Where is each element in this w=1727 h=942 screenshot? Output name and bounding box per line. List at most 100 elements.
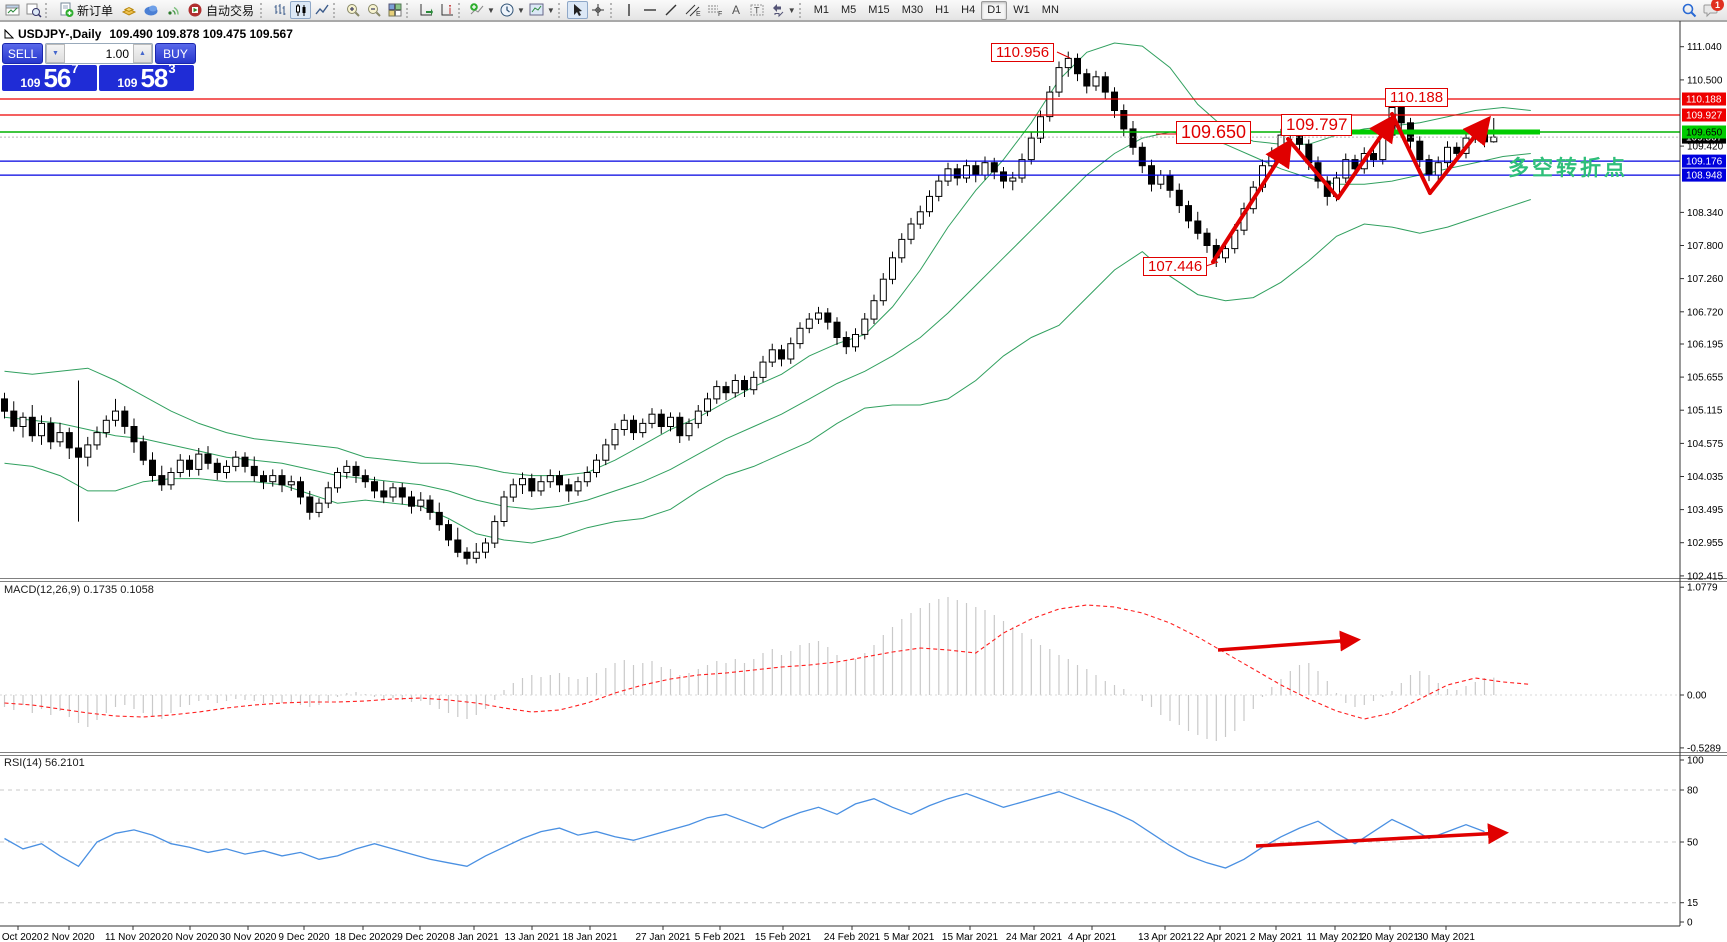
- notification-badge: 1: [1711, 0, 1724, 11]
- timeframe-w1[interactable]: W1: [1013, 4, 1030, 16]
- buy-button[interactable]: BUY: [155, 43, 196, 64]
- text-label-tool[interactable]: T: [747, 1, 768, 19]
- metaeditor-button[interactable]: [118, 1, 140, 19]
- rsi-label: RSI(14) 56.2101: [4, 757, 85, 769]
- buy-price-button[interactable]: 109 58 3: [99, 61, 194, 91]
- tile-windows-button[interactable]: [384, 1, 405, 19]
- volume-input[interactable]: [65, 44, 133, 63]
- toolbar-grip: [45, 2, 51, 18]
- svg-text:106.195: 106.195: [1687, 340, 1724, 351]
- timeframe-mn[interactable]: MN: [1041, 4, 1059, 16]
- timeframe-h1[interactable]: H1: [935, 4, 950, 16]
- svg-text:0.00: 0.00: [1687, 691, 1707, 702]
- bar-chart-button[interactable]: [269, 1, 290, 19]
- svg-text:F: F: [718, 11, 722, 18]
- toolbar-grip: [406, 2, 412, 18]
- candlestick-chart-button[interactable]: [290, 1, 312, 19]
- cursor-icon: [574, 4, 583, 16]
- timeframe-m15[interactable]: M15: [868, 4, 890, 16]
- zoom-in-button[interactable]: [342, 1, 363, 19]
- toolbar-grip: [557, 2, 564, 18]
- panel-separators[interactable]: [0, 21, 1727, 927]
- chart-title-row: USDJPY-,Daily 109.490 109.878 109.475 10…: [4, 27, 293, 41]
- annotation-109-650[interactable]: 109.650: [1176, 121, 1252, 144]
- indicators-button[interactable]: ▼: [467, 1, 497, 19]
- clock-icon: [500, 3, 514, 17]
- timeframe-m1[interactable]: M1: [813, 4, 829, 16]
- annotation-110-188[interactable]: 110.188: [1385, 88, 1449, 108]
- horizontal-line-tool[interactable]: [640, 1, 661, 19]
- zoom-out-button[interactable]: [363, 1, 384, 19]
- chart-shift-icon: [441, 4, 453, 16]
- svg-text:A: A: [732, 3, 740, 17]
- svg-text:9 Dec 2020: 9 Dec 2020: [278, 932, 330, 942]
- volume-box: ▼ ▲: [45, 43, 153, 64]
- trendline-tool[interactable]: [661, 1, 682, 19]
- volume-down-stepper[interactable]: ▼: [46, 44, 65, 63]
- crosshair-tool-button[interactable]: [588, 1, 609, 19]
- svg-text:22 Apr 2021: 22 Apr 2021: [1193, 932, 1247, 942]
- svg-text:105.655: 105.655: [1687, 373, 1724, 384]
- chart-corner-icon: [4, 29, 14, 39]
- text-tool[interactable]: A: [726, 1, 747, 19]
- svg-text:80: 80: [1687, 786, 1699, 797]
- macd-trend-arrow[interactable]: [1217, 630, 1361, 652]
- price-axis[interactable]: 111.040 110.500 109.420 108.340 107.800 107.2…: [1680, 42, 1726, 929]
- chart-window[interactable]: 111.040 110.500 109.420 108.340 107.800 107.2…: [0, 21, 1727, 942]
- autotrading-icon: [188, 3, 202, 17]
- templates-button[interactable]: ▼: [527, 1, 557, 19]
- sell-price-button[interactable]: 109 56 7: [2, 61, 97, 91]
- auto-scroll-icon: [420, 4, 433, 16]
- annotation-110-956[interactable]: 110.956: [991, 43, 1055, 63]
- candles-layer[interactable]: [1, 51, 1498, 565]
- toolbar-grip: [260, 2, 266, 18]
- line-chart-button[interactable]: [311, 1, 332, 19]
- text-icon: A: [732, 3, 740, 17]
- equidistant-channel-tool[interactable]: E: [682, 1, 704, 19]
- toolbar-grip: [458, 2, 464, 18]
- svg-text:109.650: 109.650: [1686, 128, 1723, 139]
- dropdown-caret: ▼: [787, 5, 796, 15]
- svg-text:5 Mar 2021: 5 Mar 2021: [884, 932, 935, 942]
- timeframe-d1[interactable]: D1: [981, 0, 1008, 20]
- svg-text:20 May 2021: 20 May 2021: [1361, 932, 1419, 942]
- vertical-line-tool[interactable]: [619, 1, 640, 19]
- fibonacci-tool[interactable]: F: [704, 1, 726, 19]
- chart-canvas[interactable]: 111.040 110.500 109.420 108.340 107.800 107.2…: [0, 21, 1727, 942]
- annotation-107-446[interactable]: 107.446: [1143, 257, 1208, 277]
- toolbar-grip: [609, 2, 616, 18]
- svg-text:105.115: 105.115: [1687, 406, 1723, 417]
- svg-text:20 Nov 2020: 20 Nov 2020: [162, 932, 219, 942]
- mql5-community-button[interactable]: [140, 1, 161, 19]
- timeframe-m5[interactable]: M5: [841, 4, 857, 16]
- sell-price-prefix: 109: [20, 76, 41, 90]
- svg-text:104.035: 104.035: [1687, 472, 1724, 483]
- volume-up-stepper[interactable]: ▲: [133, 44, 152, 63]
- svg-text:13 Apr 2021: 13 Apr 2021: [1138, 932, 1192, 942]
- notifications-button[interactable]: 1: [1700, 0, 1724, 19]
- trend-zigzag-annotation[interactable]: [1211, 112, 1491, 264]
- signal-waves-icon: [167, 6, 179, 15]
- timeframe-m30[interactable]: M30: [901, 4, 924, 16]
- arrows-tool[interactable]: ▼: [768, 1, 798, 19]
- buy-price-pip: 3: [168, 61, 176, 76]
- svg-text:2 May 2021: 2 May 2021: [1250, 932, 1303, 942]
- autotrading-button[interactable]: 自动交易: [182, 1, 259, 19]
- search-button[interactable]: [1679, 1, 1700, 19]
- new-order-button[interactable]: 新订单: [54, 1, 118, 19]
- profiles-icon: [26, 3, 42, 18]
- timeframe-h4[interactable]: H4: [961, 4, 976, 16]
- new-chart-button[interactable]: [2, 1, 23, 19]
- chart-shift-button[interactable]: [436, 1, 457, 19]
- turning-point-note[interactable]: 多空转折点: [1508, 157, 1628, 180]
- profiles-button[interactable]: [23, 1, 44, 19]
- signals-button[interactable]: [161, 1, 182, 19]
- arrows-shapes-icon: [772, 4, 784, 18]
- cursor-tool-button[interactable]: [566, 1, 588, 19]
- rsi-trend-arrow[interactable]: [1255, 823, 1509, 848]
- annotation-109-797[interactable]: 109.797: [1281, 114, 1353, 136]
- sell-button[interactable]: SELL: [2, 43, 43, 64]
- periods-button[interactable]: ▼: [497, 1, 527, 19]
- auto-scroll-button[interactable]: [415, 1, 436, 19]
